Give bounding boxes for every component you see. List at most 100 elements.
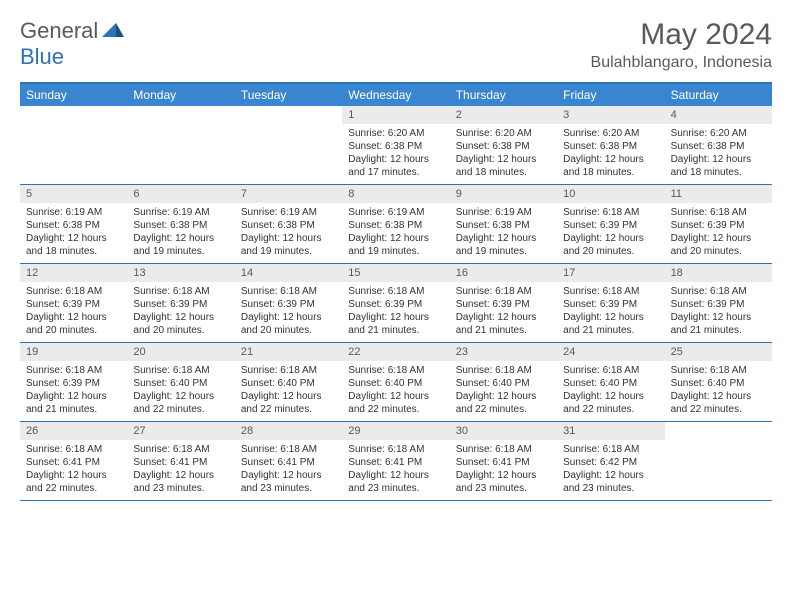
cell-body: Sunrise: 6:18 AMSunset: 6:41 PMDaylight:… (342, 440, 449, 499)
daylight-text: Daylight: 12 hours (348, 311, 443, 324)
calendar-cell: 15Sunrise: 6:18 AMSunset: 6:39 PMDayligh… (342, 264, 449, 342)
calendar-cell: 4Sunrise: 6:20 AMSunset: 6:38 PMDaylight… (665, 106, 772, 184)
cell-body: Sunrise: 6:20 AMSunset: 6:38 PMDaylight:… (557, 124, 664, 183)
daylight-text: Daylight: 12 hours (563, 232, 658, 245)
daylight-text: Daylight: 12 hours (133, 469, 228, 482)
daylight-text: and 19 minutes. (348, 245, 443, 258)
daylight-text: Daylight: 12 hours (348, 469, 443, 482)
day-header: Monday (127, 84, 234, 106)
day-number (20, 106, 127, 124)
day-number (127, 106, 234, 124)
sunset-text: Sunset: 6:39 PM (456, 298, 551, 311)
weeks-container: 1Sunrise: 6:20 AMSunset: 6:38 PMDaylight… (20, 106, 772, 501)
cell-body: Sunrise: 6:18 AMSunset: 6:39 PMDaylight:… (450, 282, 557, 341)
daylight-text: Daylight: 12 hours (563, 153, 658, 166)
sunrise-text: Sunrise: 6:20 AM (456, 127, 551, 140)
daylight-text: and 22 minutes. (26, 482, 121, 495)
daylight-text: Daylight: 12 hours (133, 311, 228, 324)
daylight-text: and 18 minutes. (563, 166, 658, 179)
brand-part2: Blue (20, 44, 64, 69)
day-number: 19 (20, 343, 127, 361)
cell-body: Sunrise: 6:19 AMSunset: 6:38 PMDaylight:… (342, 203, 449, 262)
cell-body: Sunrise: 6:18 AMSunset: 6:41 PMDaylight:… (127, 440, 234, 499)
daylight-text: Daylight: 12 hours (133, 390, 228, 403)
calendar-cell: 2Sunrise: 6:20 AMSunset: 6:38 PMDaylight… (450, 106, 557, 184)
calendar-cell: 11Sunrise: 6:18 AMSunset: 6:39 PMDayligh… (665, 185, 772, 263)
daylight-text: and 20 minutes. (563, 245, 658, 258)
page-header: General May 2024 Bulahblangaro, Indonesi… (20, 18, 772, 72)
cell-body: Sunrise: 6:18 AMSunset: 6:39 PMDaylight:… (342, 282, 449, 341)
calendar-cell: 26Sunrise: 6:18 AMSunset: 6:41 PMDayligh… (20, 422, 127, 500)
day-number: 21 (235, 343, 342, 361)
calendar: Sunday Monday Tuesday Wednesday Thursday… (20, 82, 772, 501)
sunset-text: Sunset: 6:39 PM (348, 298, 443, 311)
daylight-text: and 18 minutes. (26, 245, 121, 258)
day-header: Friday (557, 84, 664, 106)
sunset-text: Sunset: 6:38 PM (133, 219, 228, 232)
daylight-text: Daylight: 12 hours (671, 153, 766, 166)
day-number: 10 (557, 185, 664, 203)
cell-body: Sunrise: 6:18 AMSunset: 6:39 PMDaylight:… (235, 282, 342, 341)
cell-body: Sunrise: 6:18 AMSunset: 6:39 PMDaylight:… (20, 282, 127, 341)
daylight-text: Daylight: 12 hours (671, 390, 766, 403)
daylight-text: and 18 minutes. (456, 166, 551, 179)
sunset-text: Sunset: 6:40 PM (671, 377, 766, 390)
day-number: 22 (342, 343, 449, 361)
calendar-cell: 3Sunrise: 6:20 AMSunset: 6:38 PMDaylight… (557, 106, 664, 184)
brand-part1: General (20, 18, 98, 44)
sunrise-text: Sunrise: 6:18 AM (456, 285, 551, 298)
week-row: 5Sunrise: 6:19 AMSunset: 6:38 PMDaylight… (20, 185, 772, 264)
calendar-cell: 20Sunrise: 6:18 AMSunset: 6:40 PMDayligh… (127, 343, 234, 421)
sunset-text: Sunset: 6:38 PM (563, 140, 658, 153)
daylight-text: and 23 minutes. (456, 482, 551, 495)
sunrise-text: Sunrise: 6:18 AM (26, 285, 121, 298)
calendar-cell: 23Sunrise: 6:18 AMSunset: 6:40 PMDayligh… (450, 343, 557, 421)
calendar-cell: 25Sunrise: 6:18 AMSunset: 6:40 PMDayligh… (665, 343, 772, 421)
sunrise-text: Sunrise: 6:18 AM (26, 443, 121, 456)
cell-body: Sunrise: 6:18 AMSunset: 6:41 PMDaylight:… (450, 440, 557, 499)
day-number: 18 (665, 264, 772, 282)
sunset-text: Sunset: 6:39 PM (26, 377, 121, 390)
cell-body: Sunrise: 6:18 AMSunset: 6:40 PMDaylight:… (127, 361, 234, 420)
cell-body: Sunrise: 6:19 AMSunset: 6:38 PMDaylight:… (235, 203, 342, 262)
cell-body: Sunrise: 6:18 AMSunset: 6:39 PMDaylight:… (127, 282, 234, 341)
sunrise-text: Sunrise: 6:18 AM (241, 443, 336, 456)
day-number: 8 (342, 185, 449, 203)
day-header-row: Sunday Monday Tuesday Wednesday Thursday… (20, 84, 772, 106)
calendar-cell (127, 106, 234, 184)
sunrise-text: Sunrise: 6:18 AM (563, 206, 658, 219)
calendar-cell: 24Sunrise: 6:18 AMSunset: 6:40 PMDayligh… (557, 343, 664, 421)
calendar-cell: 13Sunrise: 6:18 AMSunset: 6:39 PMDayligh… (127, 264, 234, 342)
sunset-text: Sunset: 6:41 PM (26, 456, 121, 469)
sunset-text: Sunset: 6:39 PM (26, 298, 121, 311)
day-number: 17 (557, 264, 664, 282)
daylight-text: and 23 minutes. (563, 482, 658, 495)
sunset-text: Sunset: 6:38 PM (26, 219, 121, 232)
calendar-cell: 30Sunrise: 6:18 AMSunset: 6:41 PMDayligh… (450, 422, 557, 500)
sunrise-text: Sunrise: 6:19 AM (26, 206, 121, 219)
day-header: Tuesday (235, 84, 342, 106)
calendar-cell (20, 106, 127, 184)
calendar-cell: 22Sunrise: 6:18 AMSunset: 6:40 PMDayligh… (342, 343, 449, 421)
sunset-text: Sunset: 6:39 PM (671, 298, 766, 311)
sunrise-text: Sunrise: 6:18 AM (348, 285, 443, 298)
sunrise-text: Sunrise: 6:18 AM (671, 364, 766, 377)
calendar-cell: 10Sunrise: 6:18 AMSunset: 6:39 PMDayligh… (557, 185, 664, 263)
sunrise-text: Sunrise: 6:20 AM (671, 127, 766, 140)
week-row: 12Sunrise: 6:18 AMSunset: 6:39 PMDayligh… (20, 264, 772, 343)
calendar-cell: 8Sunrise: 6:19 AMSunset: 6:38 PMDaylight… (342, 185, 449, 263)
daylight-text: Daylight: 12 hours (26, 232, 121, 245)
cell-body: Sunrise: 6:18 AMSunset: 6:39 PMDaylight:… (557, 203, 664, 262)
daylight-text: and 19 minutes. (133, 245, 228, 258)
sunset-text: Sunset: 6:40 PM (348, 377, 443, 390)
sunrise-text: Sunrise: 6:18 AM (241, 364, 336, 377)
daylight-text: and 20 minutes. (671, 245, 766, 258)
daylight-text: Daylight: 12 hours (26, 390, 121, 403)
calendar-cell: 6Sunrise: 6:19 AMSunset: 6:38 PMDaylight… (127, 185, 234, 263)
sunset-text: Sunset: 6:41 PM (241, 456, 336, 469)
daylight-text: and 18 minutes. (671, 166, 766, 179)
day-number: 14 (235, 264, 342, 282)
day-number: 30 (450, 422, 557, 440)
daylight-text: Daylight: 12 hours (348, 232, 443, 245)
cell-body: Sunrise: 6:18 AMSunset: 6:40 PMDaylight:… (665, 361, 772, 420)
